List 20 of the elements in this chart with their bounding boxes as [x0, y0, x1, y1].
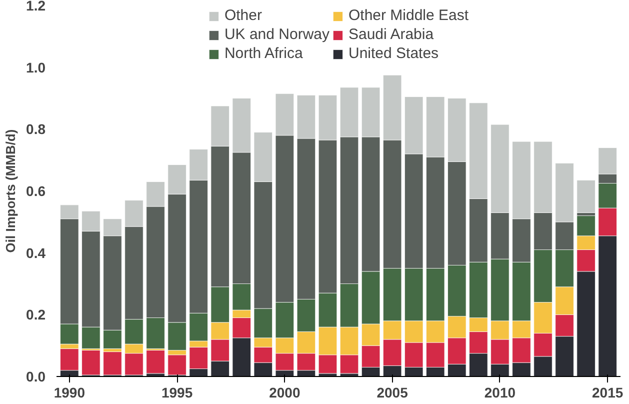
legend-label: United States	[348, 45, 439, 62]
y-tick-label: 1.0	[26, 59, 46, 76]
x-tick-label: 2015	[592, 384, 624, 400]
legend-label: Saudi Arabia	[348, 26, 434, 43]
legend-label: North Africa	[224, 45, 303, 62]
y-tick-label: 0.0	[26, 368, 46, 384]
x-tick-label: 1990	[54, 384, 86, 400]
y-tick-label: 0.8	[26, 121, 46, 138]
legend-label: Other	[224, 7, 262, 24]
y-axis-title: Oil Imports (MMB/d)	[3, 129, 18, 253]
legend-label: Other Middle East	[348, 7, 469, 24]
y-tick-label: 1.2	[26, 0, 46, 14]
y-tick-label: 0.6	[26, 183, 46, 199]
x-tick-label: 2010	[484, 384, 516, 400]
x-tick-label: 1995	[161, 384, 193, 400]
y-tick-label: 0.4	[26, 244, 46, 261]
x-tick-label: 2005	[376, 384, 408, 400]
legend-label: UK and Norway	[224, 26, 330, 43]
x-tick-label: 2000	[269, 384, 300, 400]
y-tick-label: 0.2	[26, 306, 46, 323]
